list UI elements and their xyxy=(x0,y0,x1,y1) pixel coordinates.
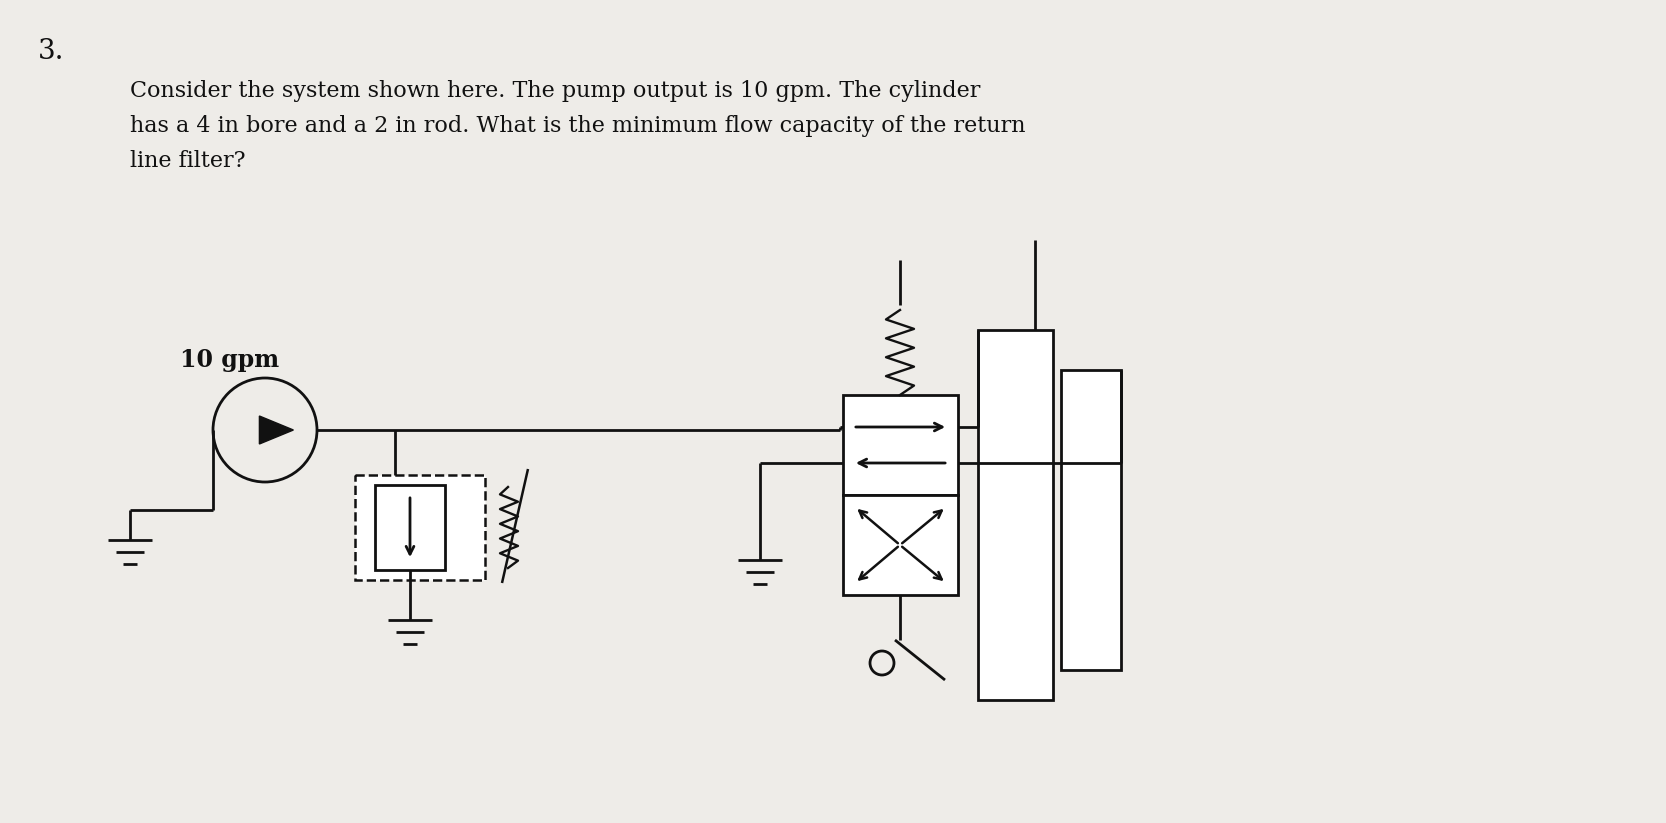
Text: 10 gpm: 10 gpm xyxy=(180,348,280,372)
Bar xyxy=(843,495,958,595)
Bar xyxy=(355,475,485,580)
Text: line filter?: line filter? xyxy=(130,150,245,172)
Bar xyxy=(1061,370,1121,670)
Bar xyxy=(978,330,1053,700)
Bar xyxy=(375,485,445,570)
Bar xyxy=(843,395,958,495)
Text: has a 4 in bore and a 2 in rod. What is the minimum flow capacity of the return: has a 4 in bore and a 2 in rod. What is … xyxy=(130,115,1026,137)
Polygon shape xyxy=(260,416,293,444)
Text: Consider the system shown here. The pump output is 10 gpm. The cylinder: Consider the system shown here. The pump… xyxy=(130,80,980,102)
Text: 3.: 3. xyxy=(38,38,65,65)
